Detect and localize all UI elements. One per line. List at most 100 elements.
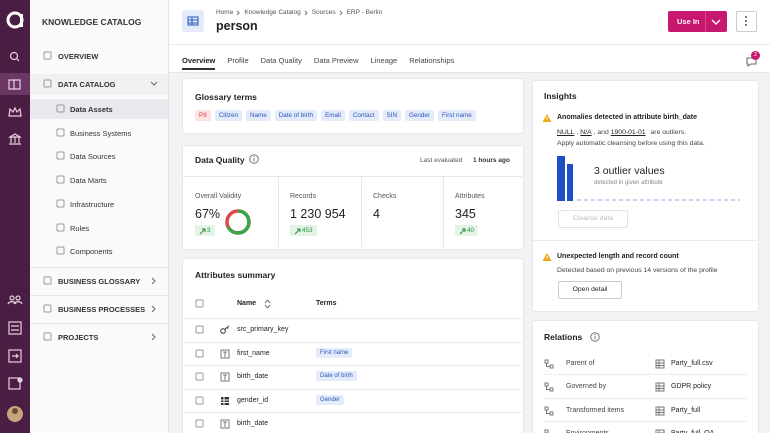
relation-type: Transformed items — [566, 406, 625, 414]
cleanse-button[interactable]: Cleanse data — [558, 210, 628, 228]
nav-subitem[interactable]: Rules — [70, 223, 90, 233]
trend-badge: 3 — [195, 225, 215, 236]
term-tag[interactable]: First name — [438, 110, 476, 121]
term-tag[interactable]: Gender — [316, 395, 345, 405]
nav-subitem[interactable]: Data Marts — [70, 176, 107, 186]
validity-arc — [225, 209, 251, 235]
term-tag[interactable]: Gender — [405, 110, 435, 121]
nav-icon — [43, 304, 52, 313]
tag-list: PII Citizen Name Date of birth Email Contact S… — [195, 110, 476, 121]
term-tag[interactable]: First name — [316, 348, 353, 358]
sidebar — [30, 0, 169, 433]
attribute-name[interactable]: birth_date — [237, 420, 269, 427]
attribute-icon — [220, 349, 230, 359]
header-divider — [169, 44, 770, 45]
row-divider — [183, 412, 522, 413]
nav-subitem[interactable]: Components — [70, 247, 113, 257]
tab[interactable]: Profile — [227, 56, 249, 65]
breadcrumb-item[interactable]: Home — [216, 9, 234, 16]
nav-item[interactable]: BUSINESS GLOSSARY — [58, 277, 141, 286]
nav-item[interactable]: BUSINESS PROCESSES — [58, 305, 146, 314]
row-divider — [544, 397, 747, 399]
relation-type: Environments — [566, 430, 609, 433]
nav-subitem[interactable]: Business Systems — [70, 128, 132, 138]
nav-selected-bg — [30, 99, 168, 119]
nav-active-bg — [30, 74, 168, 95]
asset-icon — [182, 10, 204, 32]
nav-item[interactable]: OVERVIEW — [58, 52, 99, 61]
stat-value: 67% — [195, 207, 221, 221]
relation-icon — [544, 406, 554, 416]
separator — [236, 10, 241, 15]
notification-badge: 2 — [751, 51, 760, 60]
use-in-button[interactable] — [668, 11, 727, 32]
target-icon — [655, 406, 665, 416]
term-tag[interactable]: Date of birth — [274, 110, 318, 121]
term-tag[interactable]: SIN — [382, 110, 402, 121]
use-in-label[interactable]: Use In — [677, 17, 700, 26]
nav-subitem[interactable]: Data Assets — [70, 105, 113, 114]
tab[interactable]: Relationships — [409, 56, 455, 65]
term-tag[interactable]: Contact — [348, 110, 379, 121]
attribute-name[interactable]: gender_id — [237, 397, 269, 404]
nav-divider — [30, 267, 168, 268]
column-divider — [278, 177, 279, 247]
outlier-line: NULL, N/A, and 1900-01-01 are outliers. — [557, 129, 686, 136]
stat-value: 1 230 954 — [290, 207, 346, 221]
relation-type: Governed by — [566, 383, 607, 391]
column-header[interactable]: Name — [237, 300, 257, 307]
rail-icons — [0, 11, 30, 422]
target-icon — [655, 359, 665, 369]
relation-target[interactable]: Party_full.csv — [671, 360, 713, 367]
outlier-value: NULL — [557, 129, 575, 136]
tab[interactable]: Lineage — [370, 56, 398, 65]
card-title: Data Quality — [195, 155, 245, 165]
attribute-icon — [220, 325, 230, 334]
chevron — [151, 305, 156, 313]
term-tag[interactable]: PII — [195, 110, 211, 121]
attribute-icon — [220, 372, 230, 382]
attribute-name[interactable]: first_name — [237, 350, 270, 357]
attribute-name[interactable]: birth_date — [237, 373, 269, 380]
tab[interactable]: Overview — [182, 56, 216, 70]
attribute-icon — [221, 397, 229, 405]
dropdown — [705, 11, 721, 32]
card — [532, 320, 759, 433]
chevron — [151, 277, 156, 285]
term-tag[interactable]: Email — [321, 110, 345, 121]
nav-icon — [43, 276, 52, 285]
nav-subitem[interactable]: Data Sources — [70, 152, 116, 162]
checkbox — [195, 396, 204, 405]
nav-item[interactable]: PROJECTS — [58, 333, 99, 342]
relation-icon — [544, 429, 549, 433]
sidebar-content: KNOWLEDGE CATALOG OVERVIEW DATA CATALOG Dat… — [30, 0, 168, 433]
relation-target[interactable]: Party_full — [671, 406, 701, 414]
term-tag[interactable]: Citizen — [214, 110, 242, 121]
open-detail-button[interactable]: Open detail — [558, 281, 622, 299]
tab[interactable]: Data Quality — [260, 56, 302, 65]
separator — [304, 10, 308, 15]
nav-divider — [30, 295, 168, 296]
trend-badge: 40 — [455, 225, 479, 236]
stat-value: 4 — [373, 207, 380, 221]
breadcrumb-item[interactable]: ERP - Berlin — [346, 9, 383, 16]
relation-target[interactable]: GDPR policy — [671, 383, 712, 391]
attribute-name[interactable]: src_primary_key — [237, 326, 289, 333]
tab[interactable]: Data Preview — [313, 56, 359, 65]
nav-subitem[interactable]: Infrastructure — [70, 199, 115, 209]
length-text: Detected based on previous 14 versions o… — [557, 267, 718, 274]
nav-icon — [56, 128, 65, 137]
outlier-value: N/A — [580, 129, 592, 136]
term-tag[interactable]: Name — [245, 110, 271, 121]
term-tag[interactable]: Date of birth — [316, 371, 357, 381]
breadcrumb-item[interactable]: Knowledge Catalog — [244, 9, 301, 16]
relation-target[interactable]: Party_full_QA — [671, 430, 714, 433]
relation-type: Parent of — [566, 360, 595, 367]
nav-icon — [56, 104, 65, 113]
nav-icon — [56, 175, 65, 184]
outlier-count: 3 outlier values — [594, 165, 665, 177]
breadcrumb-item[interactable]: Sources — [311, 9, 336, 16]
column-header: Terms — [316, 300, 337, 307]
nav-item[interactable]: DATA CATALOG — [58, 80, 116, 89]
